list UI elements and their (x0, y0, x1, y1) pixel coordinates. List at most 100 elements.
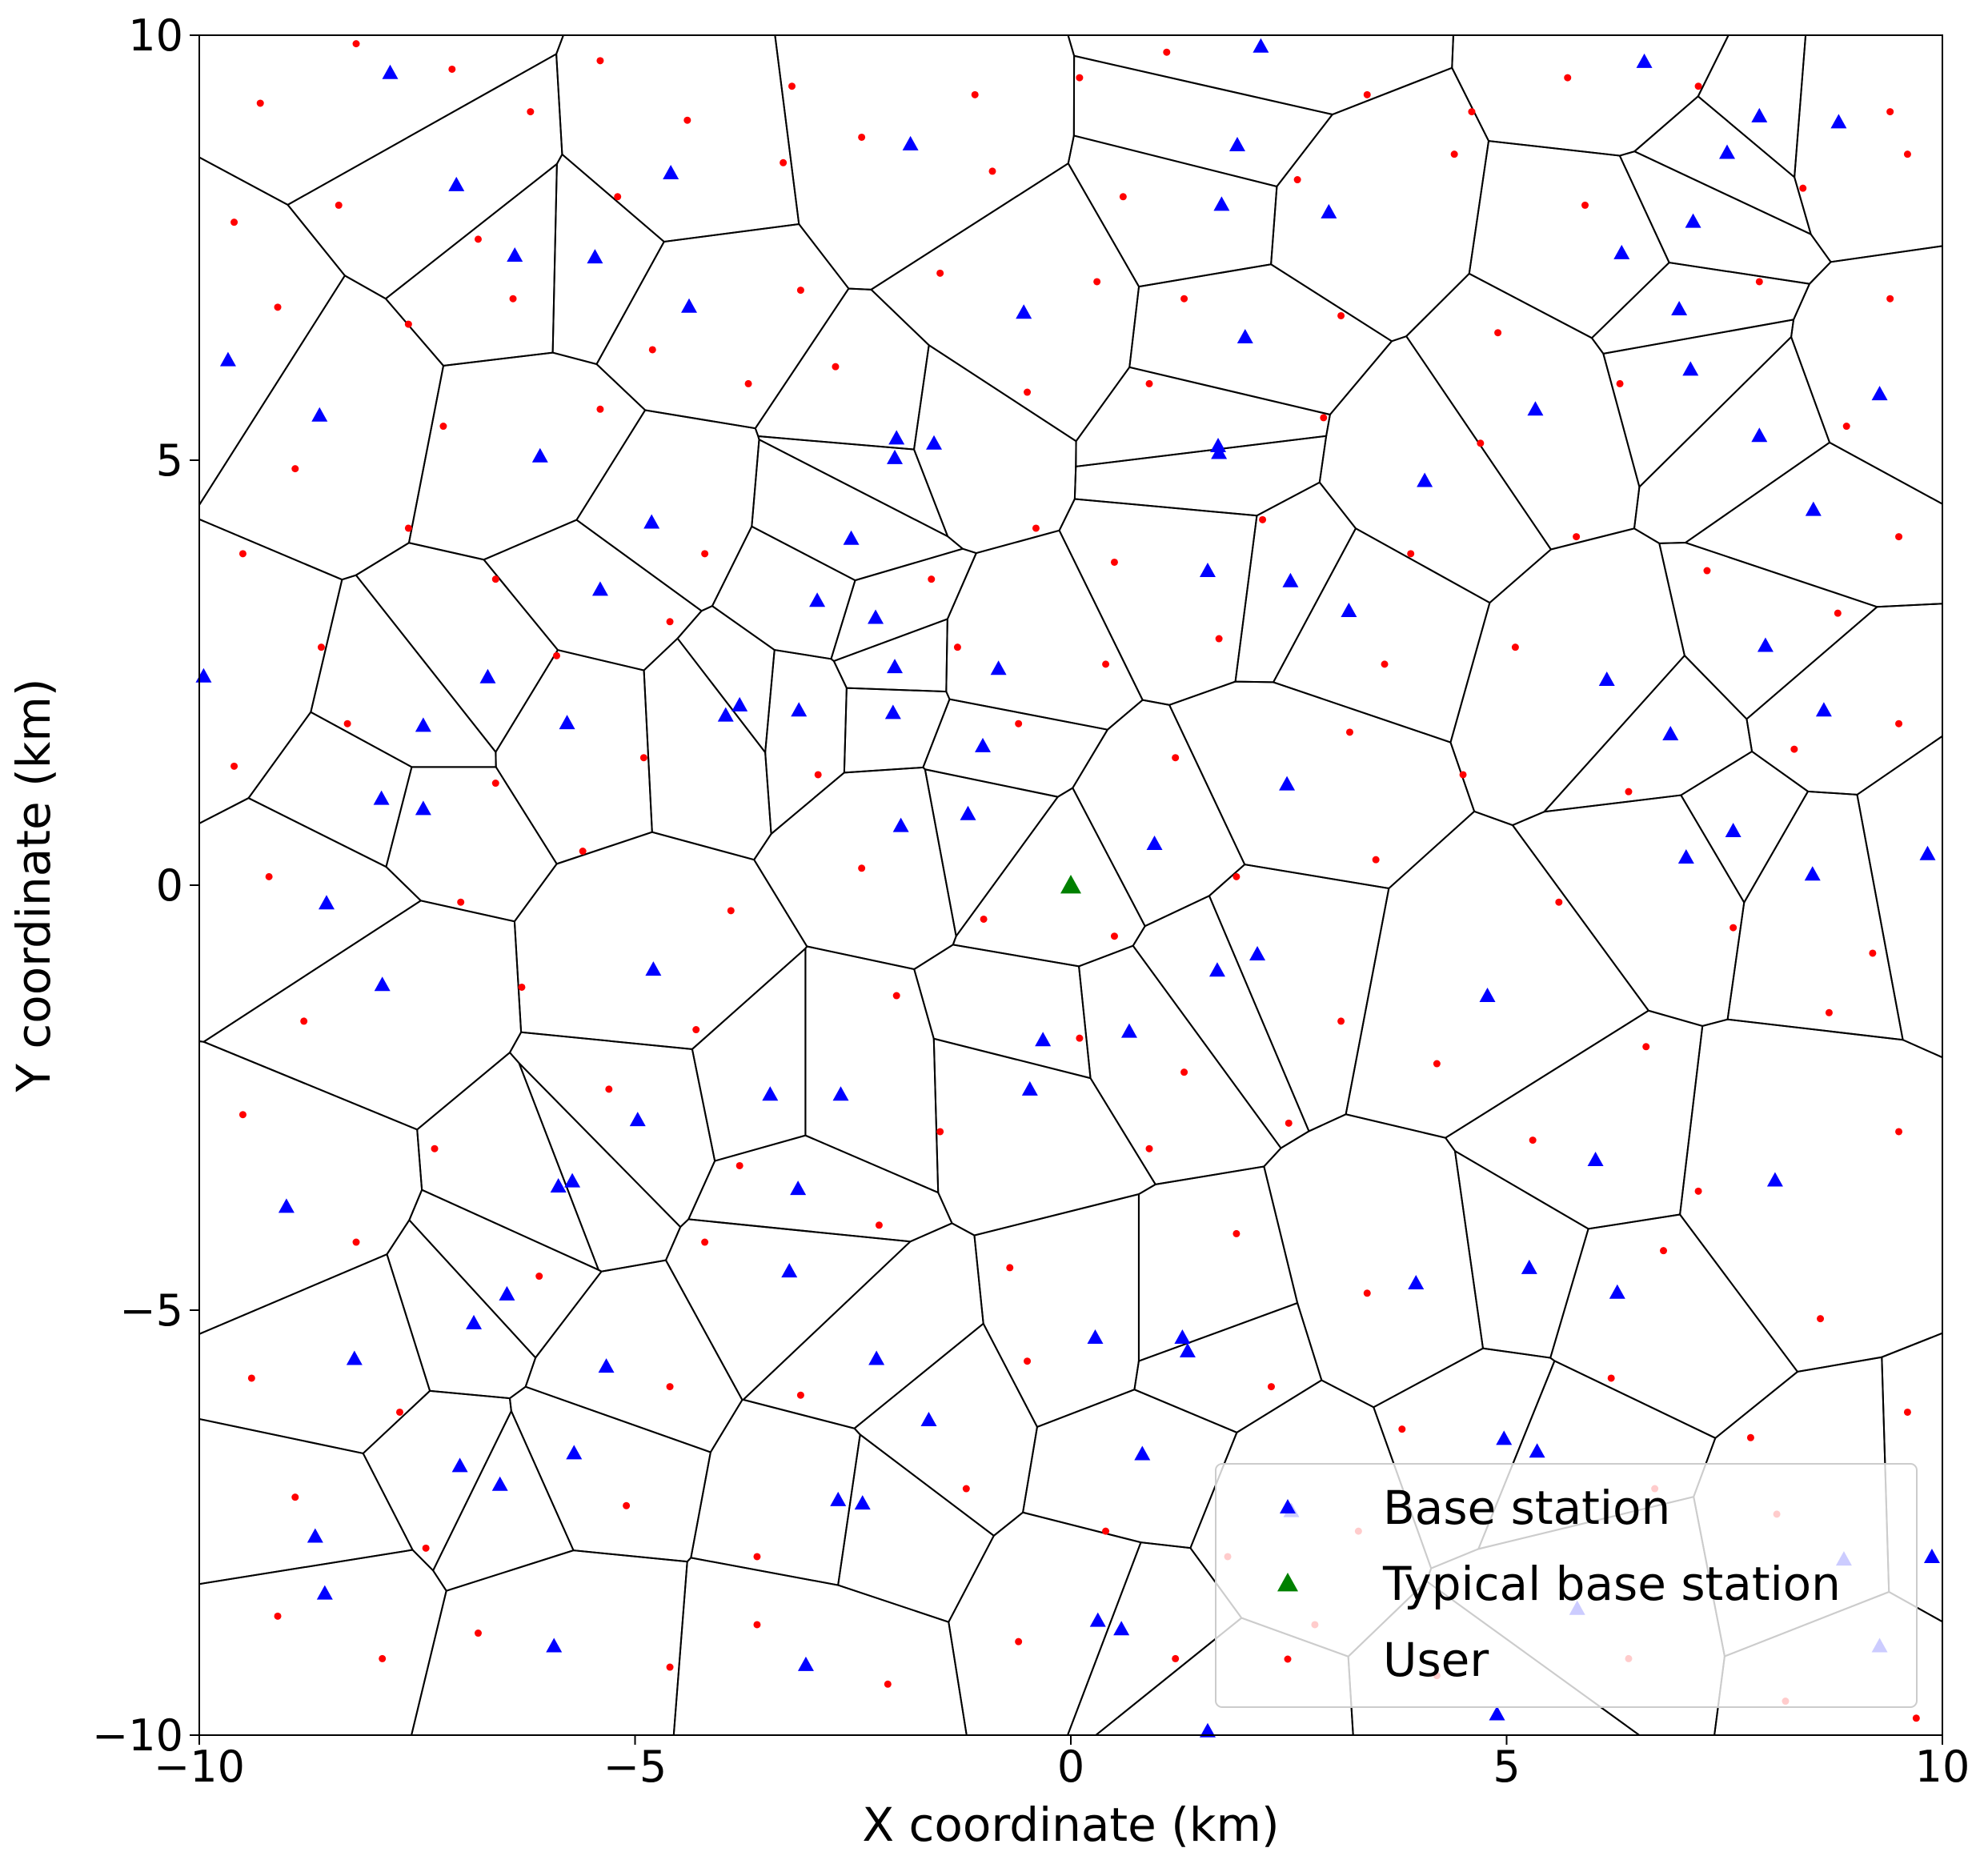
voronoi-cell (1590, 261, 1811, 355)
user-point (1407, 550, 1415, 558)
legend-label: Base station (1383, 1481, 1670, 1535)
user-point (274, 1612, 282, 1620)
voronoi-cell (513, 831, 808, 1050)
station-marker (278, 1198, 295, 1213)
user-point (1564, 74, 1572, 82)
user-point (1337, 311, 1345, 319)
voronoi-cell (691, 946, 807, 1162)
voronoi-cell (1072, 699, 1246, 928)
station-marker (1016, 304, 1032, 319)
voronoi-cell (1746, 603, 1943, 796)
voronoi-cell (1272, 527, 1491, 744)
user-point (1729, 924, 1738, 932)
user-point (1215, 635, 1223, 643)
x-axis-label: X coordinate (km) (862, 1798, 1279, 1852)
voronoi-cell (1679, 1018, 1943, 1373)
voronoi-cell (1633, 95, 1813, 236)
user-point (1799, 184, 1807, 192)
user-point (1494, 329, 1502, 337)
user-point (1398, 1425, 1406, 1433)
station-marker (663, 165, 679, 180)
user-point (439, 423, 447, 431)
voronoi-cell (932, 1037, 1157, 1237)
station-marker (1113, 1621, 1130, 1636)
voronoi-cell (643, 637, 772, 861)
user-point (238, 1111, 246, 1119)
user-point (1145, 379, 1153, 387)
station-marker (591, 581, 608, 596)
user-point (230, 218, 238, 226)
user-point (1285, 1119, 1293, 1127)
user-point (971, 90, 979, 98)
user-point (666, 1663, 674, 1671)
user-point (858, 133, 866, 141)
station-marker (790, 1181, 807, 1196)
station-marker (598, 1358, 615, 1373)
voronoi-cell (837, 1433, 996, 1623)
station-marker (843, 530, 860, 545)
station-marker (888, 430, 905, 445)
user-point (1529, 1136, 1537, 1144)
user-point (404, 524, 412, 532)
user-point (980, 915, 988, 923)
station-marker (887, 659, 904, 674)
voronoi-cell (741, 1222, 984, 1429)
user-point (936, 1128, 944, 1136)
station-marker (1120, 1023, 1137, 1038)
user-point (1320, 414, 1328, 422)
user-point (300, 1017, 308, 1025)
user-point (291, 465, 299, 473)
user-point (1180, 1068, 1188, 1076)
station-marker (1060, 875, 1081, 894)
user-point (1450, 150, 1458, 158)
station-marker (451, 1457, 468, 1473)
plot-area (195, 34, 1943, 1738)
station-marker (797, 1656, 814, 1671)
voronoi-cell (287, 52, 563, 300)
voronoi-cell (1444, 1009, 1704, 1230)
user-point (1886, 108, 1894, 116)
station-marker (1529, 1443, 1545, 1458)
user-point (683, 116, 691, 124)
y-tick-label: 0 (156, 860, 183, 911)
voronoi-cell (676, 605, 776, 755)
user-point (1363, 90, 1371, 98)
station-marker (1766, 1172, 1783, 1187)
station-marker (1087, 1329, 1104, 1344)
user-point (552, 651, 560, 659)
voronoi-cell (1633, 335, 1831, 544)
voronoi-cell (1021, 1389, 1238, 1549)
voronoi-cell (754, 287, 930, 451)
user-point (474, 235, 482, 243)
station-marker (448, 176, 465, 191)
user-point (1895, 533, 1903, 541)
user-point (832, 363, 840, 371)
station-marker (382, 64, 399, 79)
user-point (291, 1493, 299, 1501)
user-point (666, 618, 674, 626)
user-point (1694, 1187, 1702, 1195)
user-point (753, 1553, 761, 1561)
station-marker (1282, 572, 1299, 587)
user-point (1886, 295, 1894, 303)
user-point (692, 1026, 700, 1034)
voronoi-cell (432, 1409, 575, 1592)
station-marker (1662, 725, 1679, 740)
station-marker (1021, 1080, 1038, 1096)
user-point (1660, 1247, 1668, 1255)
station-marker (566, 1445, 583, 1460)
user-point (335, 201, 343, 209)
voronoi-cell (247, 711, 413, 868)
station-marker (415, 800, 431, 816)
station-marker (1211, 444, 1228, 459)
voronoi-cell (1345, 810, 1650, 1139)
user-point (1110, 558, 1118, 566)
user-point (1912, 1714, 1920, 1722)
user-point (666, 1383, 674, 1391)
user-point (814, 771, 822, 779)
user-point (343, 720, 351, 728)
user-point (1607, 1374, 1615, 1382)
user-point (1616, 379, 1624, 387)
voronoi-cell (924, 768, 1060, 939)
user-point (535, 1273, 543, 1281)
